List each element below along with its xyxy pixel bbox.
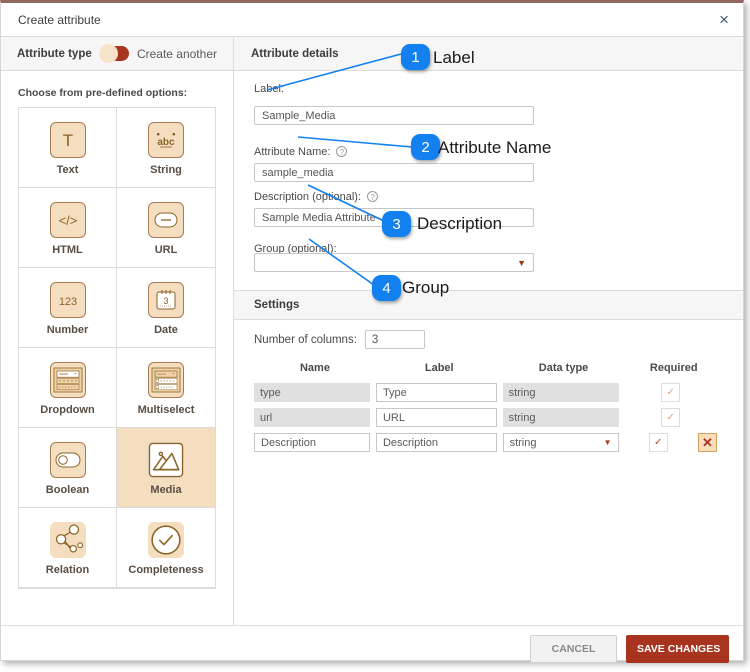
svg-text:123: 123	[58, 296, 76, 308]
svg-text:T: T	[62, 131, 72, 150]
svg-text:abc: abc	[157, 137, 175, 148]
svg-text:</>: </>	[58, 213, 77, 228]
svg-text:3: 3	[163, 296, 168, 306]
